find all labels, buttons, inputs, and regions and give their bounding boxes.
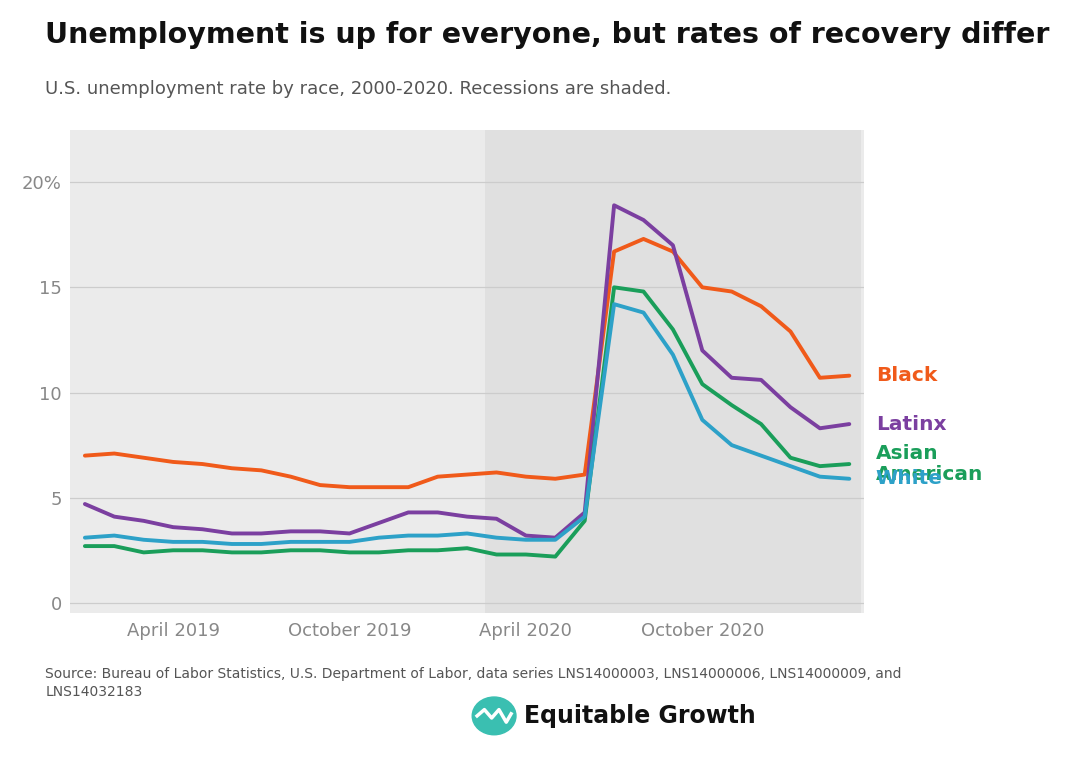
Text: Source: Bureau of Labor Statistics, U.S. Department of Labor, data series LNS140: Source: Bureau of Labor Statistics, U.S.… (45, 667, 902, 700)
Circle shape (472, 697, 516, 735)
Bar (485, 130, 861, 613)
Text: Asian
American: Asian American (876, 444, 983, 484)
Text: Latinx: Latinx (876, 415, 946, 434)
Text: Equitable Growth: Equitable Growth (524, 703, 756, 728)
Text: White: White (876, 469, 943, 488)
Text: U.S. unemployment rate by race, 2000-2020. Recessions are shaded.: U.S. unemployment rate by race, 2000-202… (45, 80, 672, 98)
Text: Black: Black (876, 367, 937, 385)
Text: Unemployment is up for everyone, but rates of recovery differ: Unemployment is up for everyone, but rat… (45, 21, 1050, 50)
